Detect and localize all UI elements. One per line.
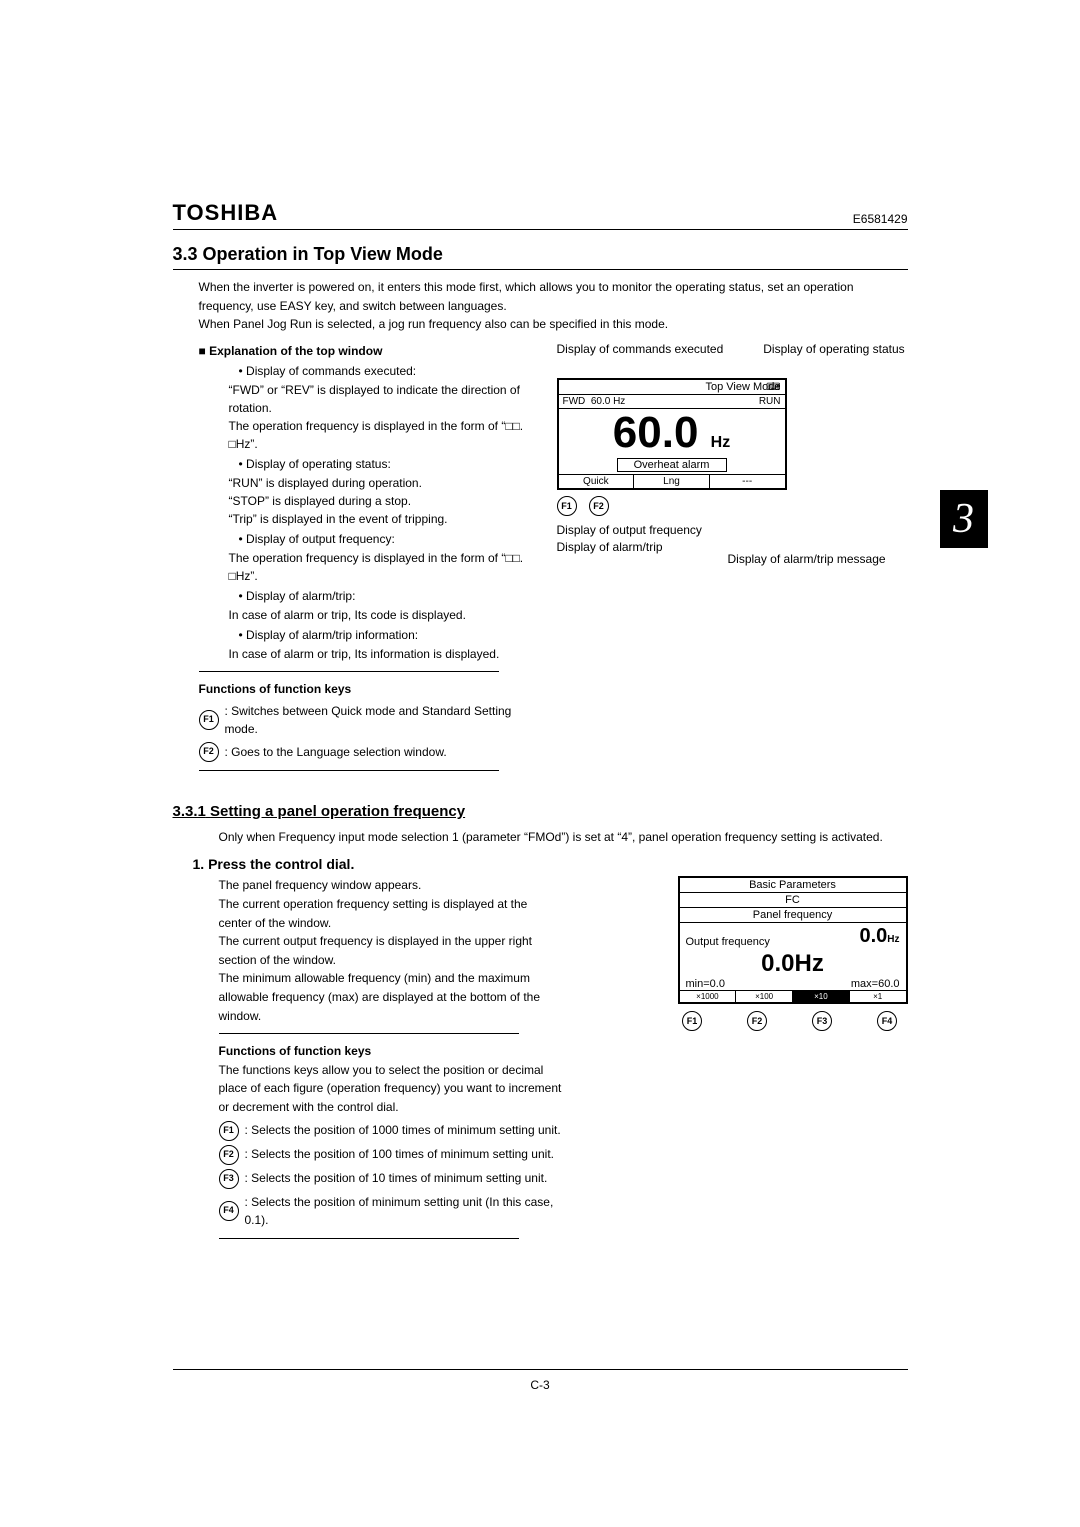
lcd2-f3: F3 xyxy=(812,1011,832,1031)
fk-f1: F1 : Switches between Quick mode and Sta… xyxy=(199,702,539,738)
bullet-list: Display of commands executed: xyxy=(199,362,539,380)
lcd1-f2: F2 xyxy=(589,496,609,516)
section-title: 3.3 Operation in Top View Mode xyxy=(173,244,908,270)
lcd2-f4: F4 xyxy=(877,1011,897,1031)
f1-icon: F1 xyxy=(199,710,219,730)
function-keys-heading: Functions of function keys xyxy=(199,680,539,698)
lcd-panel-frequency: Basic Parameters FC Panel frequency Outp… xyxy=(678,876,908,1004)
fk-f2: F2 : Goes to the Language selection wind… xyxy=(199,742,539,762)
explanation-heading: Explanation of the top window xyxy=(199,342,539,360)
step-f4-icon: F4 xyxy=(219,1201,239,1221)
chapter-tab: 3 xyxy=(940,490,988,548)
intro-text: When the inverter is powered on, it ente… xyxy=(199,278,908,334)
annot-commands: Display of commands executed xyxy=(557,342,724,356)
step1-title: 1. Press the control dial. xyxy=(193,856,908,872)
annot-outfreq: Display of output frequency xyxy=(557,522,908,539)
step-f3-icon: F3 xyxy=(219,1169,239,1189)
subsection-title: 3.3.1 Setting a panel operation frequenc… xyxy=(173,803,908,820)
step1-body: The panel frequency window appears. The … xyxy=(219,876,564,1238)
page-number: C-3 xyxy=(173,1378,908,1392)
annot-alarm-msg: Display of alarm/trip message xyxy=(728,552,908,566)
lcd-topview: Top View Mode ⌨ FWD 60.0 Hz RUN 60.0 Hz … xyxy=(557,378,787,490)
subsection-body: Only when Frequency input mode selection… xyxy=(219,828,908,847)
lcd1-f1: F1 xyxy=(557,496,577,516)
alarm-box: Overheat alarm xyxy=(617,458,727,472)
doc-number: E6581429 xyxy=(853,212,908,226)
key-icon: ⌨ xyxy=(766,382,780,393)
annot-status: Display of operating status xyxy=(763,342,904,356)
brand-logo: TOSHIBA xyxy=(173,200,279,226)
lcd2-f2: F2 xyxy=(747,1011,767,1031)
lcd2-f1: F1 xyxy=(682,1011,702,1031)
f2-icon: F2 xyxy=(199,742,219,762)
step-f2-icon: F2 xyxy=(219,1145,239,1165)
step-f1-icon: F1 xyxy=(219,1121,239,1141)
